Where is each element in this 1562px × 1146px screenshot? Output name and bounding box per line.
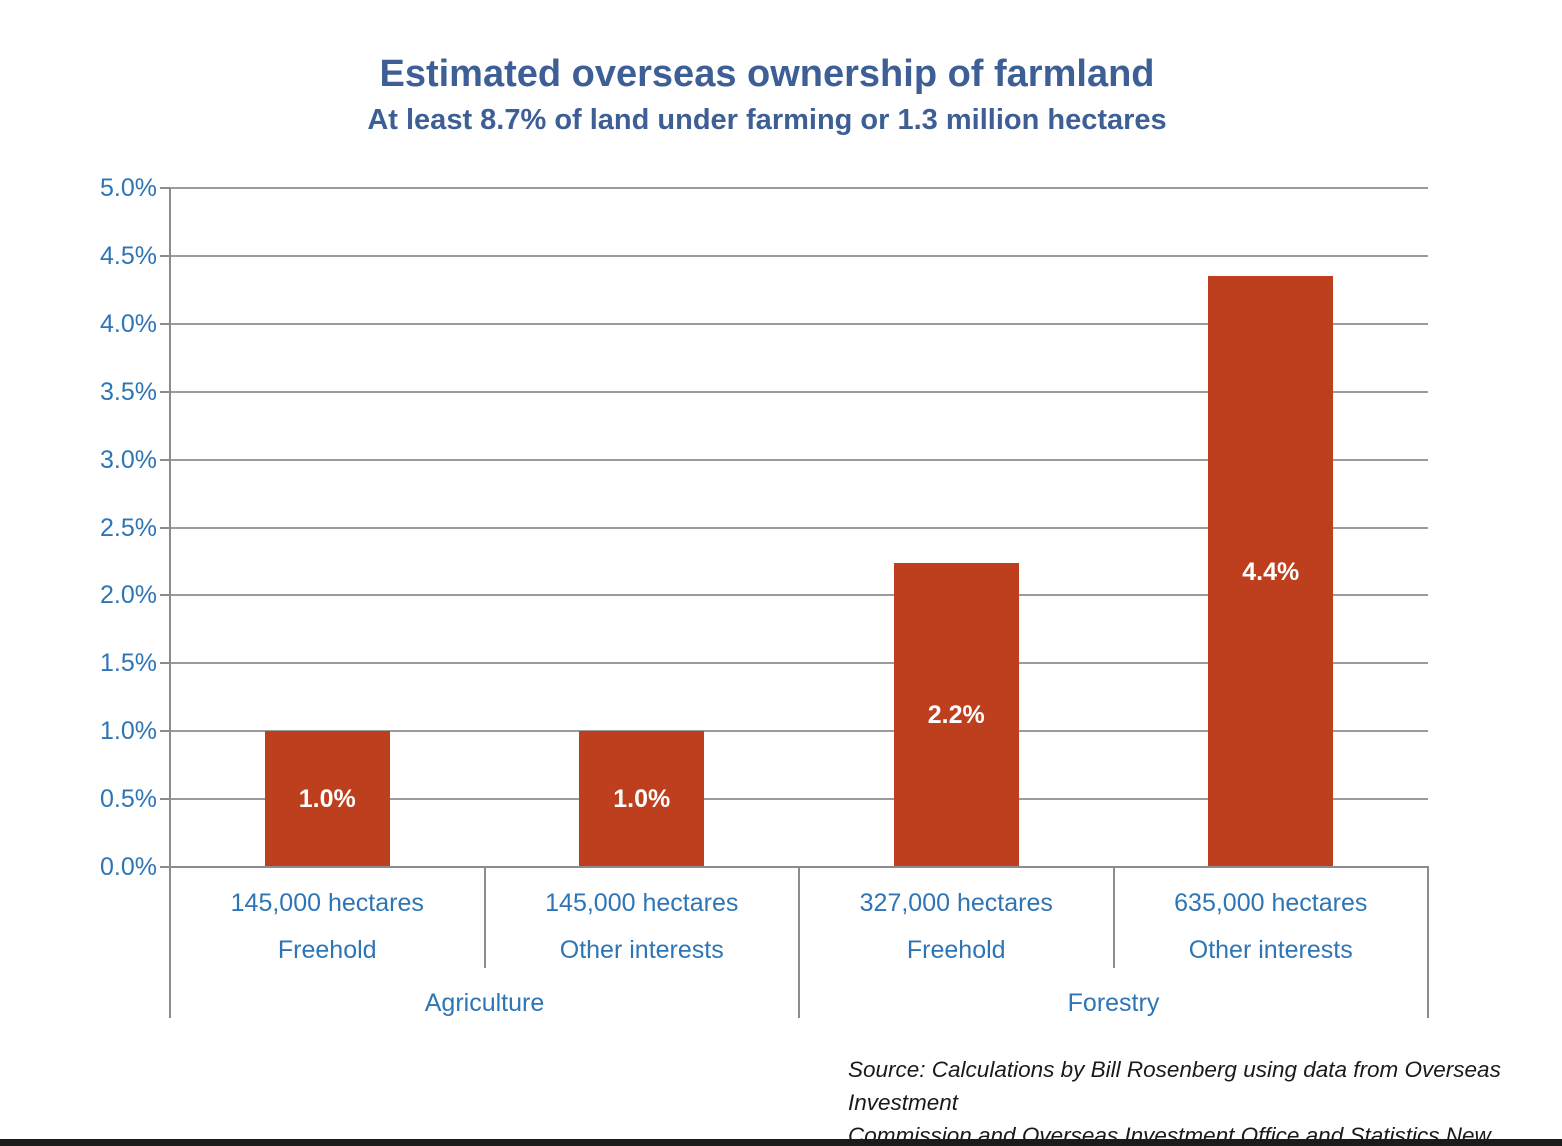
bar-data-label: 1.0% <box>613 785 671 814</box>
chart-subtitle: At least 8.7% of land under farming or 1… <box>367 104 1167 136</box>
source-line-1: Source: Calculations by Bill Rosenberg u… <box>848 1057 1501 1115</box>
y-tick-label: 2.5% <box>100 513 157 542</box>
y-axis-tick <box>160 730 170 733</box>
y-tick-label: 4.0% <box>100 309 157 338</box>
bar-data-label: 1.0% <box>298 785 356 814</box>
category-tenure-label: Freehold <box>906 936 1006 964</box>
y-axis-tick <box>160 594 170 597</box>
category-hectares-label: 635,000 hectares <box>1174 889 1368 917</box>
gridline <box>170 458 1428 461</box>
gridline <box>170 390 1428 393</box>
y-axis-tick <box>160 866 170 868</box>
bar-data-label: 4.4% <box>1242 557 1300 586</box>
category-tenure-label: Other interests <box>559 936 724 964</box>
y-axis-line <box>169 188 171 1018</box>
y-axis-tick <box>160 254 170 257</box>
y-axis-tick <box>160 458 170 461</box>
gridline <box>170 187 1428 189</box>
category-hectares-label: 145,000 hectares <box>545 889 739 917</box>
y-axis-tick <box>160 390 170 393</box>
category-tenure-label: Other interests <box>1188 936 1353 964</box>
bar <box>579 731 705 867</box>
chart-heading: Estimated overseas ownership of farmland… <box>0 50 1534 140</box>
y-tick-label: 5.0% <box>100 174 157 202</box>
gridline <box>170 254 1428 257</box>
bottom-border-bar <box>0 1139 1562 1146</box>
category-hectares-label: 145,000 hectares <box>230 889 424 917</box>
bar <box>264 731 390 867</box>
source-note: Source: Calculations by Bill Rosenberg u… <box>848 1053 1562 1146</box>
bar <box>1208 276 1334 867</box>
y-tick-label: 0.5% <box>100 785 157 814</box>
y-tick-label: 3.5% <box>100 377 157 406</box>
category-divider <box>483 867 486 968</box>
group-divider <box>798 867 800 1018</box>
bar-data-label: 2.2% <box>927 700 985 729</box>
y-axis-tick <box>160 526 170 529</box>
y-tick-label: 0.0% <box>100 853 157 881</box>
gridline <box>170 662 1428 665</box>
y-axis-tick <box>160 322 170 325</box>
gridline <box>170 526 1428 529</box>
gridline <box>170 322 1428 325</box>
y-tick-label: 1.5% <box>100 649 157 678</box>
category-hectares-label: 327,000 hectares <box>859 889 1053 917</box>
group-label: Forestry <box>1067 989 1160 1017</box>
gridline <box>170 798 1428 801</box>
group-label: Agriculture <box>424 989 545 1017</box>
y-tick-label: 4.5% <box>100 241 157 270</box>
y-axis-tick <box>160 187 170 189</box>
y-axis-tick <box>160 662 170 665</box>
category-divider <box>1112 867 1115 968</box>
chart-title: Estimated overseas ownership of farmland <box>379 53 1155 95</box>
gridline <box>170 594 1428 597</box>
y-axis-tick <box>160 798 170 801</box>
category-tenure-label: Freehold <box>277 936 377 964</box>
y-tick-label: 2.0% <box>100 581 157 610</box>
y-tick-label: 3.0% <box>100 445 157 474</box>
bar <box>893 562 1019 867</box>
plot-right-divider <box>1427 867 1429 1018</box>
y-tick-label: 1.0% <box>100 717 157 746</box>
gridline <box>170 730 1428 733</box>
